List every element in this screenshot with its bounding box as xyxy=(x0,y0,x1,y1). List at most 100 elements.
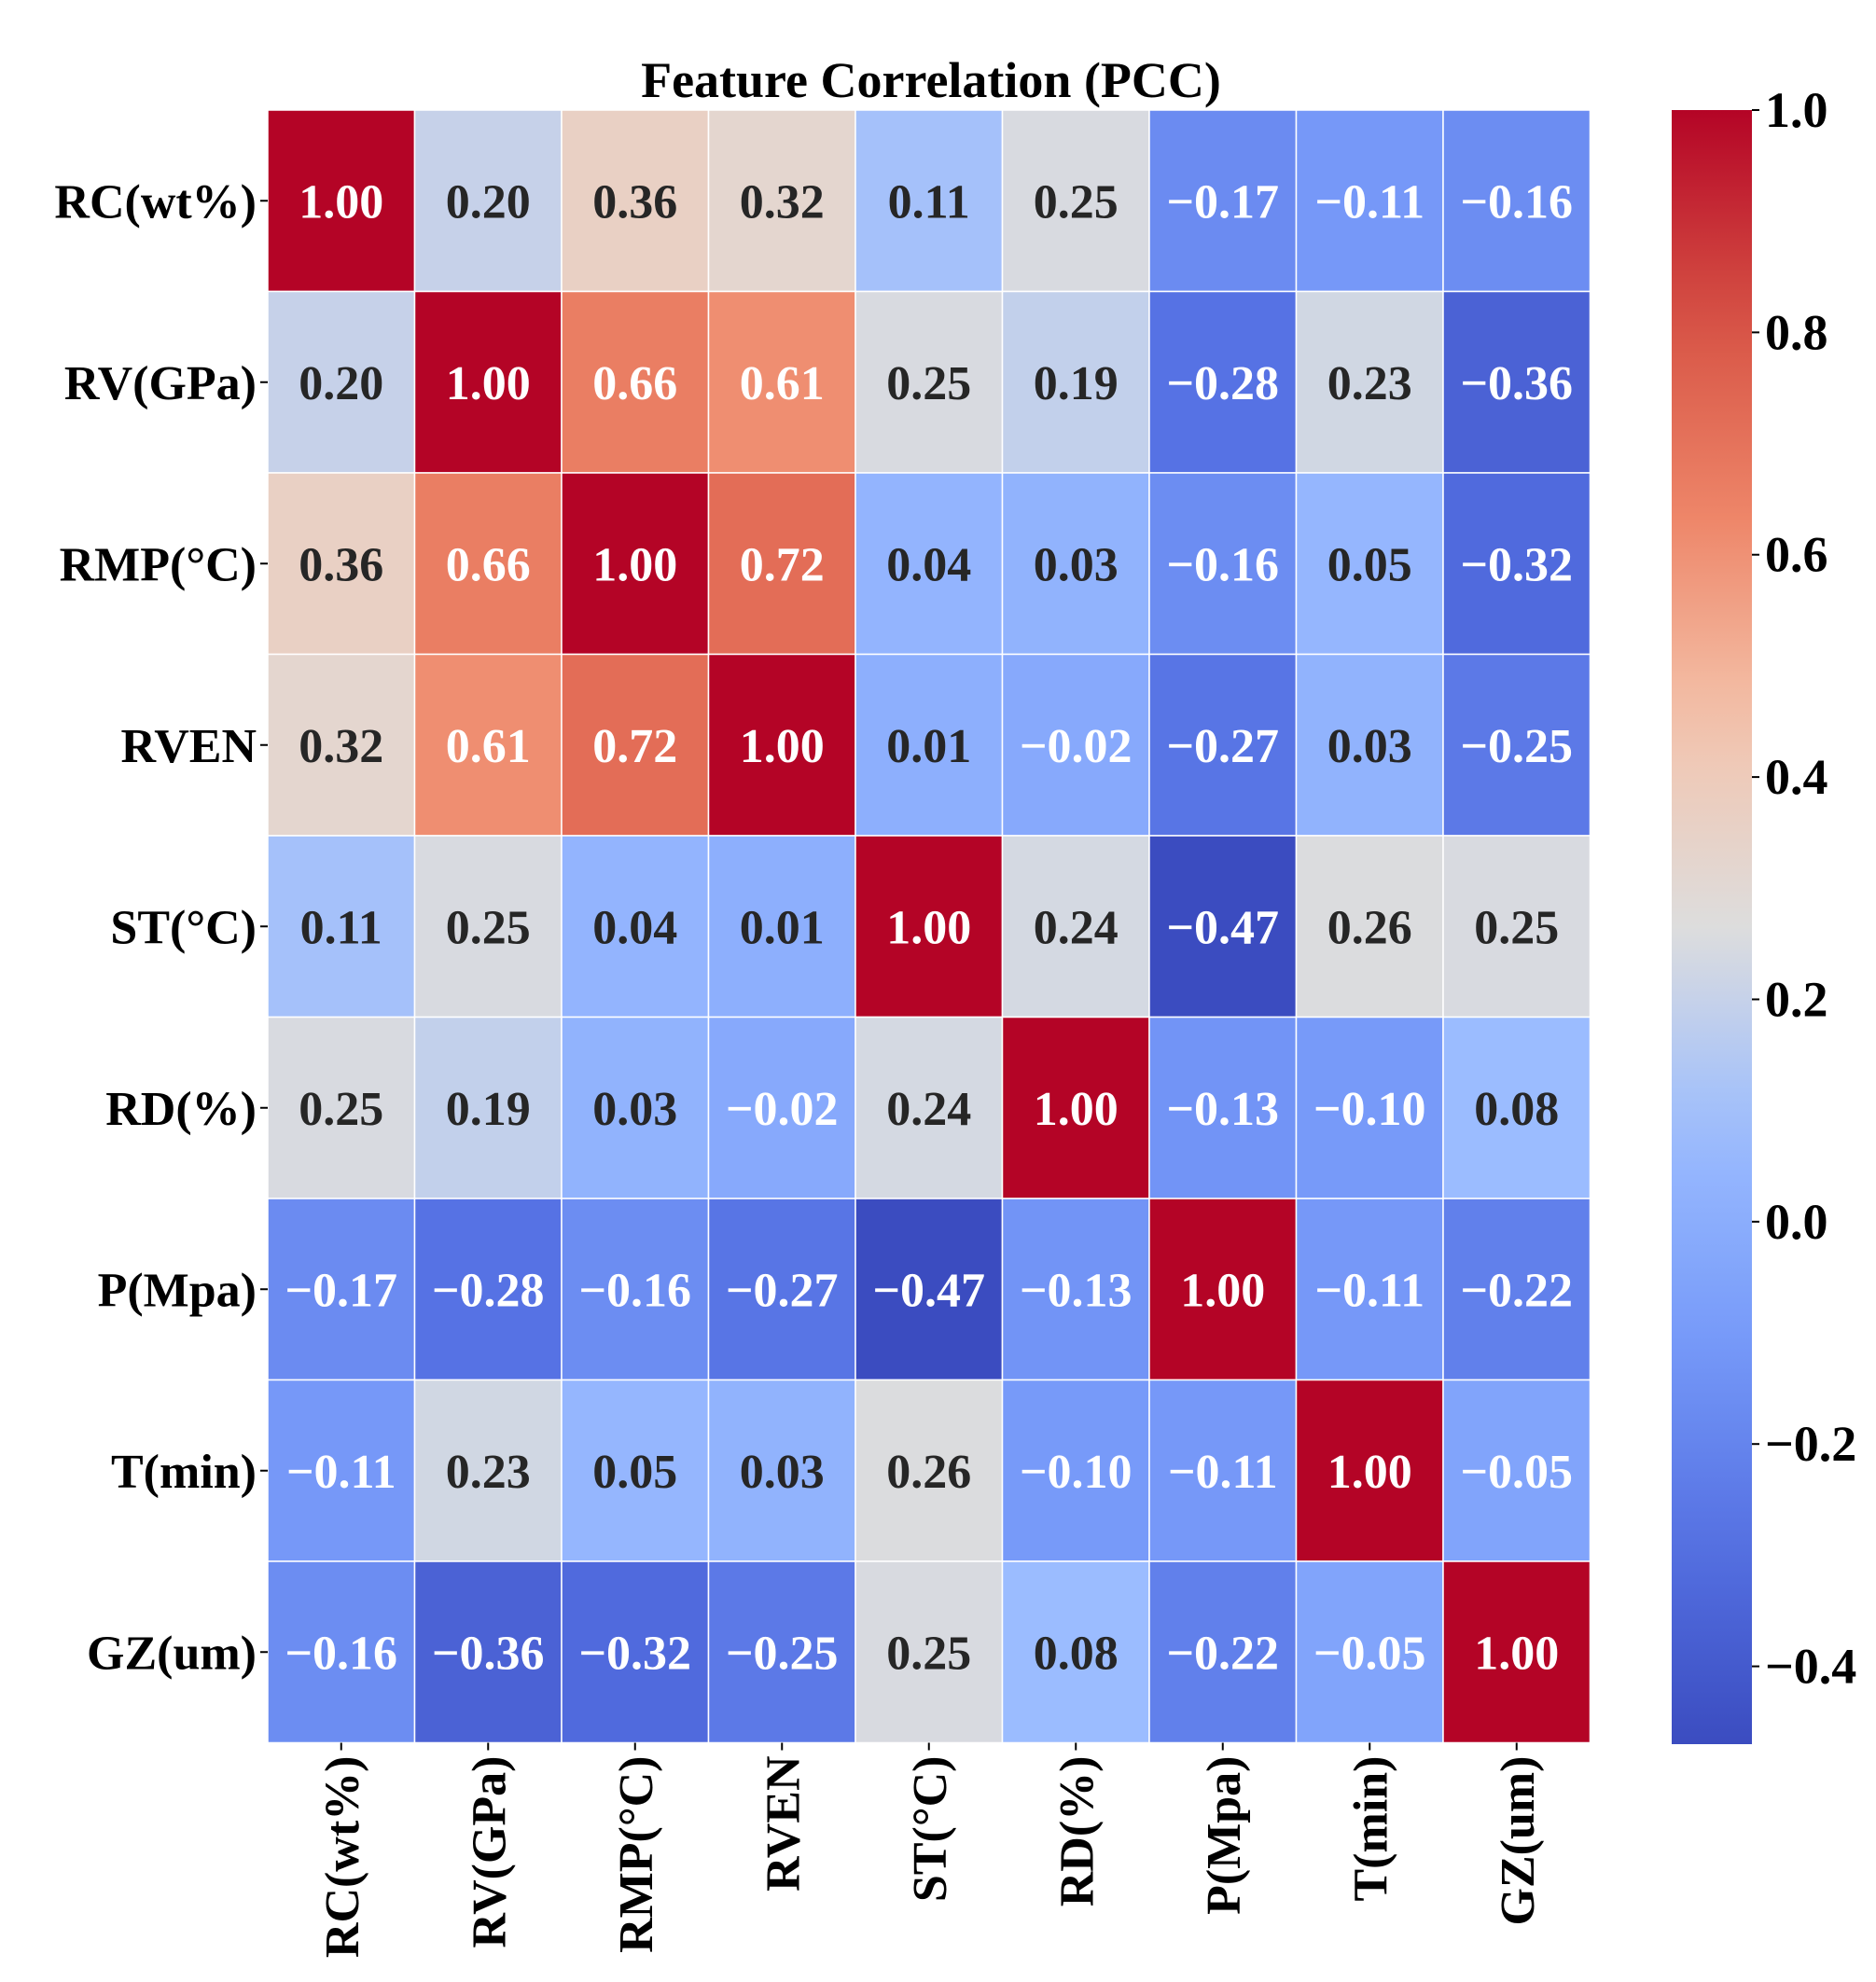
heatmap-cell xyxy=(707,653,856,837)
heatmap-cell xyxy=(707,109,856,293)
y-tick-label: RVEN xyxy=(120,720,257,773)
cell-value-label: 1.00 xyxy=(1180,1264,1265,1317)
heatmap-cell xyxy=(1295,1016,1444,1199)
cell-value-label: 0.32 xyxy=(740,175,825,229)
heatmap-cell xyxy=(855,472,1004,656)
colorbar-tick-label: −0.2 xyxy=(1765,1416,1856,1472)
heatmap-cell xyxy=(1001,1379,1150,1562)
cell-value-label: 0.20 xyxy=(299,357,383,410)
cell-value-label: −0.16 xyxy=(1166,538,1279,591)
cell-value-label: 0.26 xyxy=(886,1446,971,1499)
cell-value-label: 0.25 xyxy=(886,357,971,410)
heatmap-cell xyxy=(707,290,856,474)
cell-value-label: −0.22 xyxy=(1166,1627,1279,1680)
heatmap-cell xyxy=(1001,1016,1150,1199)
colorbar: 1.0 0.8 0.6 0.4 0.2 0.0 −0.2 −0.4 xyxy=(1672,82,1856,1744)
heatmap-cell xyxy=(707,1560,856,1744)
cell-value-label: −0.47 xyxy=(1166,901,1279,954)
heatmap-cell xyxy=(267,1016,416,1199)
x-tick-label: T(min) xyxy=(1344,1756,1397,1902)
heatmap-cell xyxy=(413,835,563,1019)
cell-value-label: 0.04 xyxy=(886,538,971,591)
cell-value-label: 0.61 xyxy=(446,720,531,773)
cell-value-label: −0.11 xyxy=(1314,1264,1424,1317)
colorbar-tick-label: −0.4 xyxy=(1765,1639,1856,1695)
heatmap-cell xyxy=(1295,109,1444,293)
heatmap-cell xyxy=(267,653,416,837)
cell-value-label: −0.17 xyxy=(285,1264,397,1317)
cell-value-label: 1.00 xyxy=(299,175,383,229)
cell-value-label: 0.25 xyxy=(886,1627,971,1680)
cell-value-label: −0.28 xyxy=(432,1264,545,1317)
cell-value-label: −0.05 xyxy=(1313,1627,1426,1680)
heatmap-cell xyxy=(561,472,710,656)
heatmap-cell xyxy=(267,472,416,656)
cell-value-label: 0.08 xyxy=(1034,1627,1119,1680)
heatmap-cell xyxy=(707,835,856,1019)
cell-value-label: −0.02 xyxy=(1020,720,1133,773)
heatmap-cell xyxy=(267,109,416,293)
heatmap-cell xyxy=(1148,1379,1298,1562)
y-tick-label: ST(°C) xyxy=(110,901,257,954)
cell-value-label: 0.66 xyxy=(592,357,677,410)
y-tick-label: P(Mpa) xyxy=(98,1264,257,1317)
cell-value-label: −0.11 xyxy=(1314,175,1424,229)
cell-value-label: 0.72 xyxy=(740,538,825,591)
cell-value-label: 1.00 xyxy=(592,538,677,591)
x-tick-label: ST(°C) xyxy=(904,1756,957,1903)
cell-value-label: −0.32 xyxy=(578,1627,691,1680)
heatmap-cell xyxy=(413,1198,563,1381)
x-tick-label: GZ(um) xyxy=(1492,1756,1545,1926)
cell-value-label: −0.36 xyxy=(432,1627,545,1680)
heatmap-annotations: 1.00 0.20 0.36 0.32 0.11 0.25 −0.17 −0.11 −0.16 0… xyxy=(285,175,1573,1680)
cell-value-label: 1.00 xyxy=(886,901,971,954)
heatmap-cell xyxy=(1148,1560,1298,1744)
heatmap-cell xyxy=(855,109,1004,293)
cell-value-label: 0.04 xyxy=(592,901,677,954)
cell-value-label: −0.10 xyxy=(1020,1446,1133,1499)
cell-value-label: 0.25 xyxy=(1474,901,1559,954)
heatmap-cell xyxy=(855,1198,1004,1381)
heatmap-cell xyxy=(707,1016,856,1199)
y-tick-label: RD(%) xyxy=(105,1083,257,1136)
heatmap-cell xyxy=(413,1016,563,1199)
heatmap-cell xyxy=(413,472,563,656)
colorbar-tick-label: 0.2 xyxy=(1765,971,1828,1027)
cell-value-label: 0.05 xyxy=(592,1446,677,1499)
y-tick-label: RMP(°C) xyxy=(60,538,257,591)
y-axis: RC(wt%) RV(GPa) RMP(°C) RVEN ST(°C) RD(%) P(Mp… xyxy=(54,175,268,1680)
cell-value-label: −0.10 xyxy=(1313,1083,1426,1136)
cell-value-label: −0.28 xyxy=(1166,357,1279,410)
colorbar-tick-label: 0.4 xyxy=(1765,749,1828,805)
heatmap-cell xyxy=(1001,1560,1150,1744)
heatmap-cell xyxy=(1442,1560,1591,1744)
heatmap-cell xyxy=(1001,835,1150,1019)
heatmap-cell xyxy=(561,835,710,1019)
cell-value-label: 0.61 xyxy=(740,357,825,410)
heatmap-cell xyxy=(1295,1379,1444,1562)
cell-value-label: 0.03 xyxy=(1034,538,1119,591)
cell-value-label: 0.24 xyxy=(1034,901,1119,954)
cell-value-label: −0.22 xyxy=(1460,1264,1573,1317)
cell-value-label: −0.32 xyxy=(1460,538,1573,591)
heatmap-cell xyxy=(1148,472,1298,656)
cell-value-label: 0.20 xyxy=(446,175,531,229)
cell-value-label: −0.05 xyxy=(1460,1446,1573,1499)
cell-value-label: 0.03 xyxy=(740,1446,825,1499)
colorbar-tick-label: 0.8 xyxy=(1765,304,1828,360)
cell-value-label: −0.17 xyxy=(1166,175,1279,229)
cell-value-label: 0.05 xyxy=(1327,538,1412,591)
heatmap-cell xyxy=(1442,1016,1591,1199)
cell-value-label: 0.36 xyxy=(299,538,383,591)
heatmap-cell xyxy=(561,1198,710,1381)
heatmap-cell xyxy=(413,109,563,293)
cell-value-label: 1.00 xyxy=(740,720,825,773)
cell-value-label: 0.72 xyxy=(592,720,677,773)
heatmap-cell xyxy=(1295,653,1444,837)
heatmap-cell xyxy=(1001,109,1150,293)
cell-value-label: 0.19 xyxy=(446,1083,531,1136)
heatmap-cell xyxy=(413,1560,563,1744)
heatmap-cell xyxy=(267,835,416,1019)
